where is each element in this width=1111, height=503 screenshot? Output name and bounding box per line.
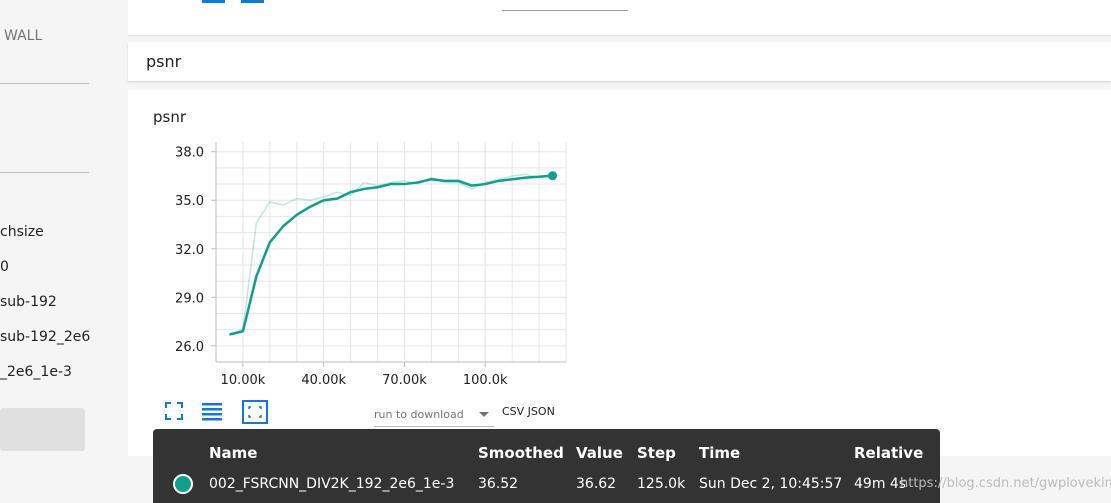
y-tick-label: 29.0 <box>175 291 204 306</box>
download-links[interactable]: CSV JSON <box>502 405 555 418</box>
sidebar-divider <box>0 83 89 84</box>
run-to-download-underline <box>502 10 628 11</box>
series-color-dot <box>173 474 193 494</box>
sidebar-wall-label: WALL <box>4 28 43 44</box>
tooltip-run-name: 002_FSRCNN_DIV2K_192_2e6_1e-3 <box>209 476 455 492</box>
sidebar-item[interactable]: 0 <box>0 259 9 275</box>
group-title: psnr <box>146 52 182 71</box>
tooltip-time: Sun Dec 2, 10:45:57 <box>699 476 843 492</box>
x-tick-label: 10.00k <box>221 373 266 388</box>
x-tick-label: 70.00k <box>382 373 427 388</box>
tooltip-relative: 49m 4s <box>854 476 907 492</box>
tooltip-header-step: Step <box>637 444 676 462</box>
fit-domain-icon[interactable] <box>202 0 225 3</box>
fit-domain-icon[interactable] <box>163 400 185 422</box>
tooltip-header-name: Name <box>209 444 258 462</box>
run-to-download-select[interactable]: run to download <box>374 408 464 421</box>
sidebar-item[interactable]: sub-192_2e6 <box>0 329 91 345</box>
sidebar-item[interactable]: _2e6_1e-3 <box>0 364 72 380</box>
y-tick-label: 32.0 <box>175 243 204 258</box>
tooltip-smoothed: 36.52 <box>478 476 519 492</box>
toggle-log-scale-icon[interactable] <box>201 400 223 422</box>
chart-card: psnr 26.0 29.0 32.0 35.0 38.0 10.00k 40.00k 70.… <box>128 90 1111 456</box>
group-header[interactable]: psnr <box>128 42 1111 81</box>
raw-series-line <box>229 173 553 336</box>
x-tick-label: 40.00k <box>301 373 346 388</box>
watermark: https://blog.csdn.net/gwplovekimi <box>900 476 1111 491</box>
hover-point[interactable] <box>548 171 558 181</box>
psnr-chart[interactable]: 26.0 29.0 32.0 35.0 38.0 10.00k 40.00k 70.00k 10… <box>128 90 1111 456</box>
smoothed-series-line <box>229 174 553 336</box>
chart-title: psnr <box>153 108 187 126</box>
tooltip-header-value: Value <box>576 444 623 462</box>
run-to-download-underline <box>374 426 494 427</box>
y-tick-label: 35.0 <box>175 194 204 209</box>
tooltip-header-smoothed: Smoothed <box>478 444 564 462</box>
chevron-down-icon[interactable] <box>479 412 489 417</box>
chart-tooltip: Name Smoothed Value Step Time Relative 0… <box>153 429 940 503</box>
tooltip-value: 36.62 <box>576 476 617 492</box>
tooltip-header-relative: Relative <box>854 444 924 462</box>
x-tick-label: 100.0k <box>463 373 508 388</box>
sidebar-button[interactable] <box>0 408 85 451</box>
tooltip-step: 125.0k <box>637 476 686 492</box>
toggle-log-scale-icon[interactable] <box>241 0 264 3</box>
sidebar: WALL chsize 0 sub-192 sub-192_2e6 _2e6_1… <box>0 0 118 503</box>
tooltip-header-time: Time <box>699 444 741 462</box>
y-tick-label: 38.0 <box>175 146 204 161</box>
sidebar-input-underline <box>0 172 89 173</box>
previous-card <box>128 0 1111 36</box>
sidebar-item[interactable]: sub-192 <box>0 294 57 310</box>
sidebar-item[interactable]: chsize <box>0 224 44 240</box>
expand-chart-icon[interactable] <box>242 400 268 424</box>
y-tick-label: 26.0 <box>175 340 204 355</box>
